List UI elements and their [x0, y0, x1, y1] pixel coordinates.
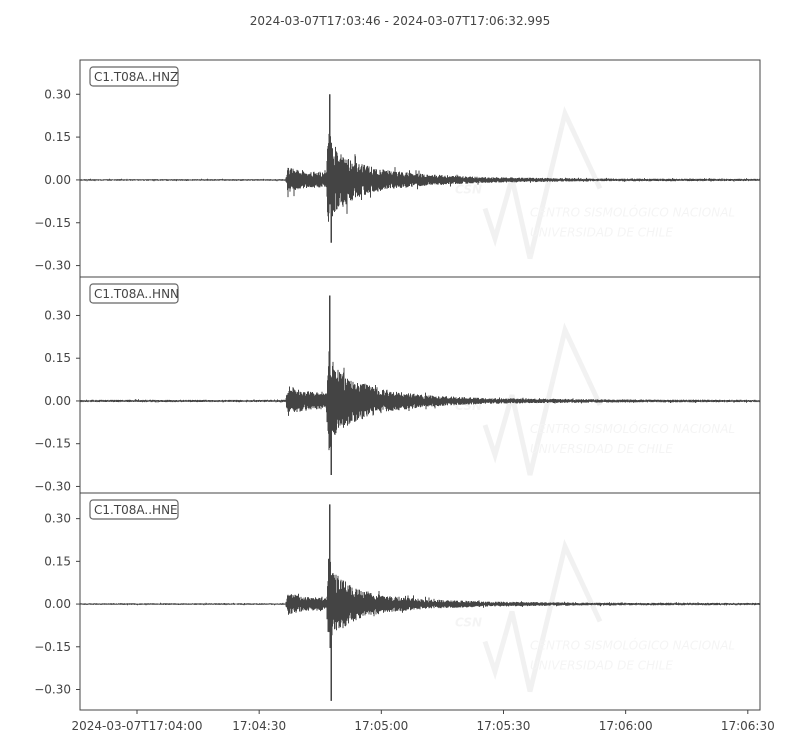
- y-tick-label: −0.15: [34, 437, 71, 451]
- x-tick-label: 17:06:00: [599, 719, 653, 733]
- watermark-line1: CENTRO SISMOLÓGICO NACIONAL: [530, 638, 735, 653]
- csn-watermark-logo: CSN CENTRO SISMOLÓGICO NACIONAL UNIVERSIDA…: [455, 538, 735, 693]
- y-tick-label: 0.30: [44, 308, 71, 322]
- x-tick-label: 17:05:30: [477, 719, 531, 733]
- channel-label: C1.T08A..HNZ: [89, 66, 179, 87]
- y-tick-label: 0.15: [44, 554, 71, 568]
- channel-label-box: [89, 499, 179, 520]
- y-tick-label: −0.15: [34, 216, 71, 230]
- channel-label: C1.T08A..HNN: [89, 283, 179, 304]
- y-tick-label: −0.30: [34, 259, 71, 273]
- panel-frame: [79, 492, 761, 711]
- trace-panel-hne: CSN CENTRO SISMOLÓGICO NACIONAL UNIVERSIDA…: [34, 492, 761, 711]
- watermark-logo-text: CSN: [455, 183, 482, 197]
- y-tick-label: −0.15: [34, 640, 71, 654]
- watermark-line2: UNIVERSIDAD DE CHILE: [530, 659, 673, 673]
- y-tick-label: 0.15: [44, 130, 71, 144]
- channel-label: C1.T08A..HNE: [89, 499, 179, 520]
- y-tick-label: 0.00: [44, 173, 71, 187]
- trace-panel-hnz: CSN CENTRO SISMOLÓGICO NACIONAL UNIVERSIDA…: [34, 59, 761, 278]
- y-tick-label: 0.15: [44, 351, 71, 365]
- watermark-wave-icon: [482, 322, 603, 476]
- y-tick-label: −0.30: [34, 682, 71, 696]
- watermark-line2: UNIVERSIDAD DE CHILE: [530, 442, 673, 456]
- watermark-wave-icon: [482, 538, 603, 693]
- y-tick-label: 0.00: [44, 597, 71, 611]
- x-axis: 2024-03-07T17:04:00 17:04:30 17:05:00 17:05…: [72, 710, 775, 733]
- csn-watermark-logo: CSN CENTRO SISMOLÓGICO NACIONAL UNIVERSIDA…: [455, 105, 735, 260]
- waveform-trace: [79, 94, 761, 243]
- y-tick-label: 0.00: [44, 394, 71, 408]
- x-tick-label: 17:05:00: [354, 719, 408, 733]
- y-tick-label: −0.30: [34, 479, 71, 493]
- channel-label-text: C1.T08A..HNN: [94, 287, 179, 301]
- x-tick-label: 2024-03-07T17:04:00: [72, 719, 203, 733]
- channel-label-box: [89, 66, 179, 87]
- panel-frame: [79, 59, 761, 278]
- x-tick-label: 17:04:30: [232, 719, 286, 733]
- y-tick-label: 0.30: [44, 87, 71, 101]
- watermark-wave-icon: [482, 105, 603, 260]
- watermark-line1: CENTRO SISMOLÓGICO NACIONAL: [530, 421, 735, 436]
- channel-label-text: C1.T08A..HNE: [94, 503, 178, 517]
- chart-title: 2024-03-07T17:03:46 - 2024-03-07T17:06:3…: [250, 14, 551, 28]
- watermark-line1: CENTRO SISMOLÓGICO NACIONAL: [530, 205, 735, 220]
- channel-label-text: C1.T08A..HNZ: [94, 70, 178, 84]
- channel-label-box: [89, 283, 179, 304]
- watermark-line2: UNIVERSIDAD DE CHILE: [530, 226, 673, 240]
- y-tick-label: 0.30: [44, 512, 71, 526]
- panel-frame: [79, 276, 761, 494]
- watermark-logo-text: CSN: [455, 616, 482, 630]
- x-tick-label: 17:06:30: [721, 719, 775, 733]
